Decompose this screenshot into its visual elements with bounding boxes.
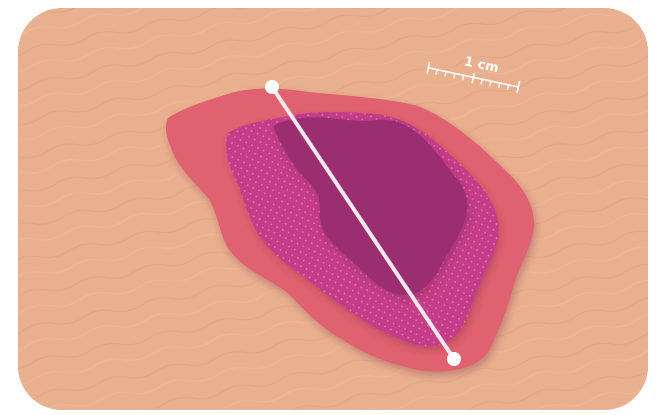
lesion-illustration-frame: 1 cm [18,8,648,410]
scale-bar-label: 1 cm [463,54,500,76]
lesion-illustration: 1 cm [18,8,648,410]
measurement-start-point [265,80,279,94]
scale-bar: 1 cm [426,54,521,93]
measurement-end-point [447,352,461,366]
diameter-measurement-line [270,85,456,361]
